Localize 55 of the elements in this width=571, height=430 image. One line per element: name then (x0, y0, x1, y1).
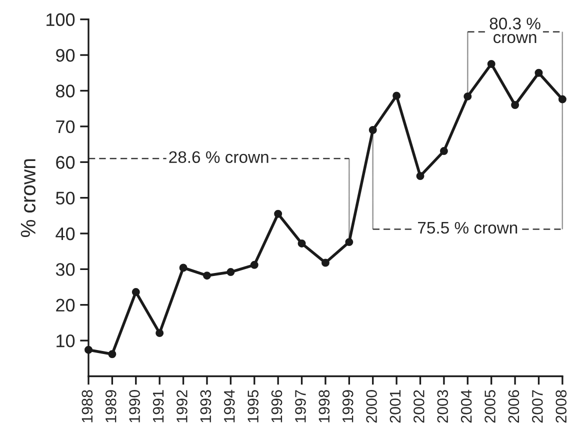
x-tick-label: 2005 (484, 390, 496, 423)
point (368, 126, 377, 134)
x-tick-label: 1991 (152, 390, 164, 422)
x-tick-label: 1992 (176, 390, 188, 422)
x-tick-label: 2000 (366, 390, 377, 423)
y-tick-label: 70 (56, 120, 75, 134)
point (511, 101, 520, 109)
x-tick-label: 2007 (532, 390, 543, 423)
x-tick-label: 2008 (556, 390, 567, 423)
x-tick-label: 2004 (460, 390, 472, 423)
annotation: 80.3 % crown (490, 18, 540, 44)
x-tick-label: 1998 (318, 390, 330, 422)
y-axis-title: % crown (20, 159, 36, 237)
x-tick-label: 1993 (200, 390, 212, 422)
point (202, 272, 211, 280)
point (487, 60, 496, 68)
point (392, 92, 401, 100)
y-tick-label: 10 (56, 334, 75, 348)
x-tick-label: 1996 (271, 390, 282, 422)
y-tick-label: 50 (56, 192, 75, 205)
point (558, 95, 566, 104)
point (108, 350, 116, 358)
x-tick-label: 1995 (248, 390, 258, 422)
y-tick-label: 90 (56, 48, 75, 62)
x-tick-label: 1988 (82, 390, 93, 422)
point (132, 288, 140, 296)
annotation: 28.6 % crown (169, 151, 268, 164)
point (179, 264, 188, 272)
x-tick-label: 1999 (342, 390, 354, 422)
x-tick-label: 2006 (508, 390, 520, 423)
point (156, 329, 164, 338)
point (226, 268, 235, 276)
y-tick-label: 20 (56, 298, 75, 312)
point (274, 210, 282, 218)
x-tick-label: 2003 (437, 390, 448, 423)
y-tick-label: 80 (56, 84, 75, 98)
point (440, 147, 448, 156)
x-tick-label: 1997 (295, 390, 306, 422)
point (321, 258, 330, 267)
annotation: 75.5 % crown (418, 222, 518, 234)
point (416, 172, 424, 180)
point (298, 239, 306, 248)
y-tick-label: 60 (56, 156, 75, 169)
x-tick-label: 1994 (224, 390, 235, 422)
y-tick-label: 40 (56, 227, 75, 240)
point (345, 238, 354, 246)
y-tick-label: 100 (46, 13, 75, 26)
point (464, 92, 472, 100)
x-tick-label: 1990 (129, 390, 140, 422)
x-tick-label: 1989 (105, 390, 116, 422)
x-tick-label: 2001 (390, 390, 401, 423)
x-tick-label: 2002 (414, 390, 424, 423)
point (250, 260, 258, 269)
point (534, 68, 543, 77)
y-tick-label: 30 (56, 263, 75, 276)
